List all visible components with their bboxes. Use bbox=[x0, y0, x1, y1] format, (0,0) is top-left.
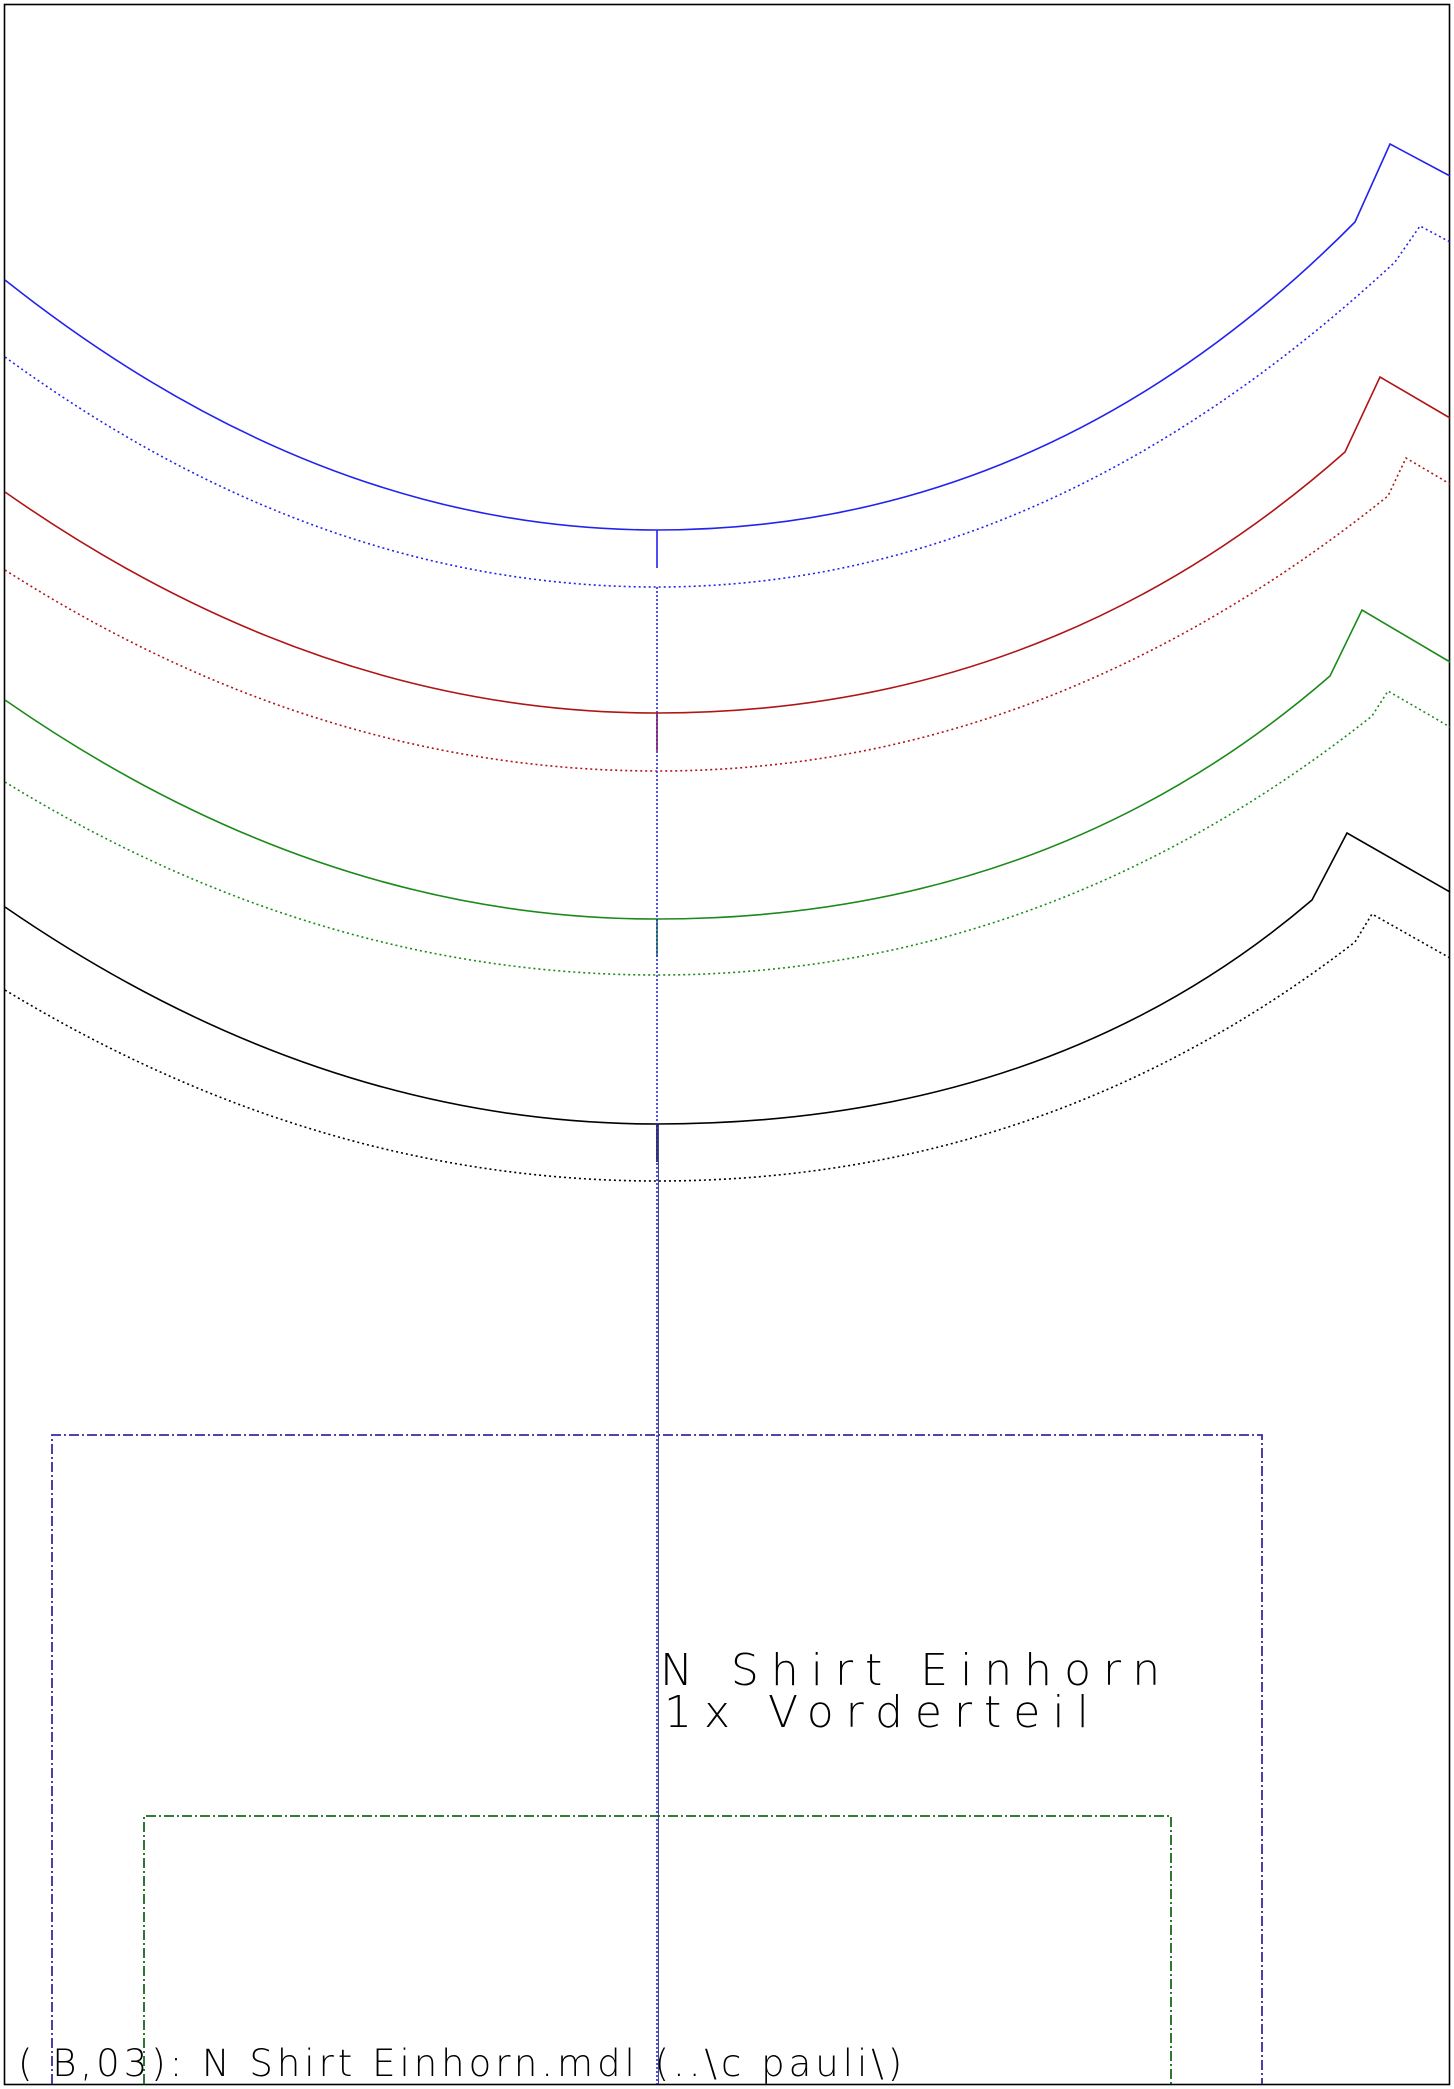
size-4-contour bbox=[4, 831, 1451, 1182]
pattern-title: N Shirt Einhorn bbox=[660, 1645, 1172, 1696]
size-1-cut-line bbox=[4, 142, 1451, 531]
size-4-cut-line bbox=[4, 831, 1451, 1125]
size-3-seam-line bbox=[4, 689, 1451, 976]
sheet-border bbox=[3, 3, 1451, 2086]
label-frame-outer bbox=[51, 1434, 1263, 2084]
size-1-seam-line bbox=[4, 224, 1451, 588]
size-1-contour bbox=[4, 142, 1451, 588]
size-4-seam-line bbox=[4, 912, 1451, 1182]
pattern-piece-label: 1x Vorderteil bbox=[664, 1687, 1101, 1738]
size-2-contour bbox=[4, 375, 1451, 772]
label-frame-inner bbox=[143, 1815, 1172, 2084]
file-reference-footer: ( B,03): N Shirt Einhorn.mdl (..\c pauli… bbox=[18, 2042, 906, 2085]
size-3-cut-line bbox=[4, 608, 1451, 920]
size-2-seam-line bbox=[4, 456, 1451, 772]
size-2-cut-line bbox=[4, 375, 1451, 714]
size-3-contour bbox=[4, 608, 1451, 976]
